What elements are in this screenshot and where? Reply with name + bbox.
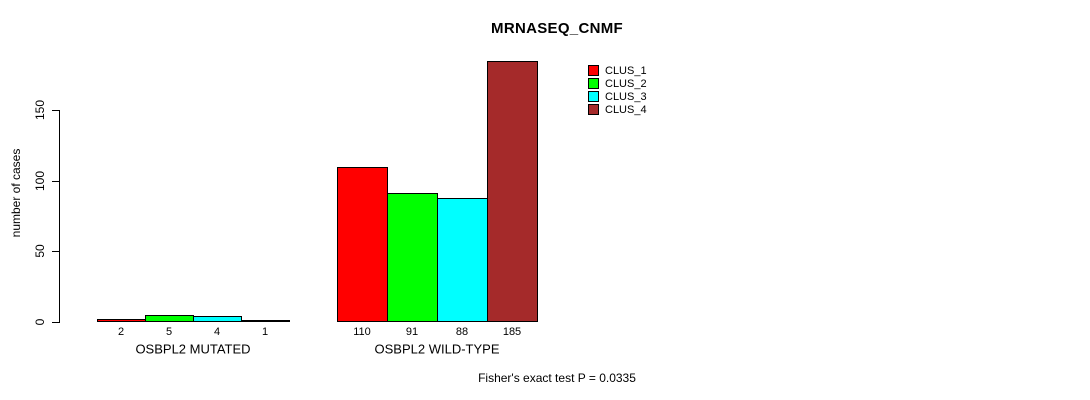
group-label-text: OSBPL2 MUTATED — [135, 341, 251, 357]
bar-CLUS_1 — [337, 167, 388, 322]
y-tick-label-text: 50 — [33, 244, 47, 258]
legend-label-CLUS_1: CLUS_1 — [605, 64, 647, 77]
y-axis-tick — [52, 181, 59, 182]
bar-CLUS_2 — [145, 315, 194, 322]
bar-value-label-text: 88 — [455, 326, 469, 338]
y-axis-tick — [52, 110, 59, 111]
legend-row: CLUS_1 — [588, 64, 647, 77]
y-tick-label-text: 0 — [33, 318, 47, 326]
bar-CLUS_4 — [241, 320, 290, 322]
y-axis-tick — [52, 251, 59, 252]
legend-swatch-CLUS_4 — [588, 104, 599, 115]
bar-value-label-text: 1 — [261, 326, 269, 338]
bar-CLUS_3 — [437, 198, 488, 322]
bar-CLUS_4 — [487, 61, 538, 322]
bar-value-label-text: 91 — [405, 326, 419, 338]
legend-label-CLUS_2: CLUS_2 — [605, 77, 647, 90]
legend-row: CLUS_2 — [588, 77, 647, 90]
bar-value-label-text: 5 — [165, 326, 173, 338]
bar-value-label-text: 4 — [213, 326, 221, 338]
legend: CLUS_1 CLUS_2 CLUS_3 CLUS_4 — [588, 64, 647, 116]
bar-CLUS_3 — [193, 316, 242, 322]
chart-title: MRNASEQ_CNMF — [491, 20, 623, 37]
bar-value-label-text: 185 — [502, 326, 522, 338]
y-axis-line — [59, 110, 60, 323]
y-tick-label-text: 150 — [33, 99, 47, 121]
annotation: Fisher's exact test P = 0.0335 — [478, 371, 636, 385]
y-tick-label-text: 100 — [33, 170, 47, 192]
legend-row: CLUS_3 — [588, 90, 647, 103]
bar-CLUS_2 — [387, 193, 438, 322]
bar-value-label-text: 2 — [117, 326, 125, 338]
bar-value-label-text: 110 — [353, 326, 371, 338]
legend-swatch-CLUS_1 — [588, 65, 599, 76]
y-axis-tick — [52, 322, 59, 323]
legend-swatch-CLUS_3 — [588, 91, 599, 102]
legend-row: CLUS_4 — [588, 103, 647, 116]
legend-label-CLUS_3: CLUS_3 — [605, 90, 647, 103]
legend-label-CLUS_4: CLUS_4 — [605, 103, 647, 116]
legend-swatch-CLUS_2 — [588, 78, 599, 89]
bar-CLUS_1 — [97, 319, 146, 322]
group-label-text: OSBPL2 WILD-TYPE — [374, 341, 500, 357]
